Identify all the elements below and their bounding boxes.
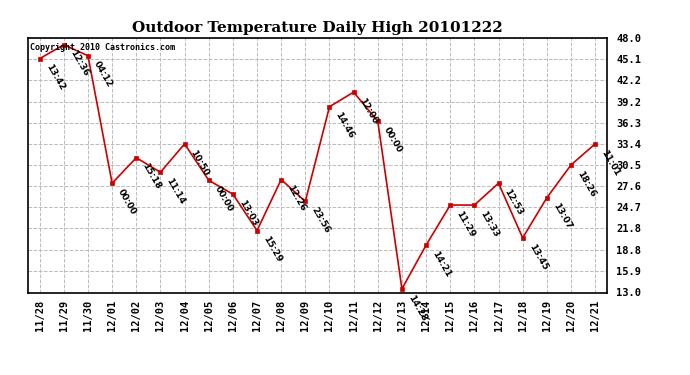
Text: 15:29: 15:29 — [262, 235, 284, 264]
Text: 11:14: 11:14 — [165, 177, 187, 206]
Text: 18:26: 18:26 — [575, 169, 598, 198]
Text: 13:45: 13:45 — [527, 242, 549, 272]
Text: 00:00: 00:00 — [213, 184, 235, 213]
Text: 13:33: 13:33 — [479, 209, 501, 238]
Text: 12:53: 12:53 — [503, 188, 525, 217]
Text: 13:07: 13:07 — [551, 202, 573, 231]
Text: 11:29: 11:29 — [455, 209, 477, 238]
Text: 13:03: 13:03 — [237, 198, 259, 228]
Text: 13:42: 13:42 — [44, 63, 66, 92]
Text: 04:12: 04:12 — [92, 60, 115, 89]
Text: 23:56: 23:56 — [310, 206, 332, 235]
Text: 12:26: 12:26 — [286, 184, 308, 213]
Text: 14:46: 14:46 — [334, 111, 356, 140]
Text: 12:36: 12:36 — [68, 49, 90, 78]
Text: Copyright 2010 Castronics.com: Copyright 2010 Castronics.com — [30, 43, 175, 52]
Text: 00:00: 00:00 — [382, 126, 404, 154]
Text: 10:50: 10:50 — [189, 148, 210, 177]
Text: 00:00: 00:00 — [117, 188, 138, 216]
Text: 12:00: 12:00 — [358, 96, 380, 125]
Text: 11:01: 11:01 — [600, 148, 621, 177]
Text: 14:28: 14:28 — [406, 293, 428, 322]
Title: Outdoor Temperature Daily High 20101222: Outdoor Temperature Daily High 20101222 — [132, 21, 503, 35]
Text: 14:21: 14:21 — [431, 249, 453, 279]
Text: 15:18: 15:18 — [141, 162, 163, 191]
